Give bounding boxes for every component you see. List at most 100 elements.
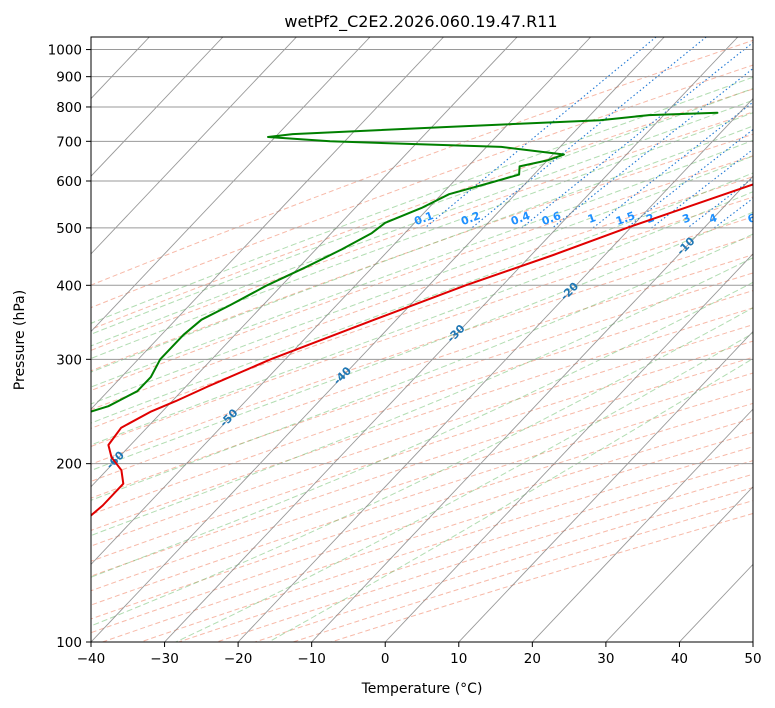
dry-adiabat-line — [91, 372, 753, 592]
isotherm-line — [91, 37, 592, 566]
moist-adiabats — [91, 76, 753, 642]
mixing-ratio-label: 0.4 — [509, 209, 532, 228]
moist-adiabat-line — [91, 87, 753, 335]
moist-adiabat-line — [91, 211, 753, 472]
dry-adiabat-line — [91, 155, 753, 392]
mixing-ratio-line — [687, 177, 753, 229]
mixing-ratio-label: 2 — [644, 211, 656, 226]
dry-adiabat-line — [91, 39, 753, 286]
isotherm-line — [752, 641, 753, 642]
x-tick-label: 0 — [381, 651, 390, 667]
isotherm-line — [91, 37, 665, 642]
y-tick-label: 300 — [56, 352, 82, 368]
moist-adiabat-line — [91, 307, 753, 627]
x-tick-label: −20 — [224, 651, 253, 667]
dry-adiabat-line — [91, 133, 753, 372]
dry-adiabat-line — [91, 196, 753, 429]
isotherm-line — [532, 408, 753, 642]
mixing-ratio-label: 0.2 — [459, 209, 482, 228]
mixing-ratio-label: 3 — [681, 211, 693, 226]
dry-adiabats — [91, 39, 753, 642]
isotherm-label: -70 — [0, 491, 14, 514]
dry-adiabat-line — [91, 235, 753, 465]
x-axis-label: Temperature (°C) — [361, 681, 483, 697]
x-tick-label: −30 — [150, 651, 179, 667]
plot-area: 0.10.20.40.611.52346810131620253036-100-… — [0, 37, 758, 642]
y-tick-label: 800 — [56, 100, 82, 116]
isotherm-line — [679, 563, 753, 642]
dry-adiabat-line — [91, 254, 753, 482]
dewpoint-profile-line — [91, 111, 719, 413]
isotherm-line — [384, 253, 753, 642]
y-tick-label: 900 — [56, 70, 82, 86]
y-axis-ticks: 100 200 300 400 500 600 700 800 900 1000 — [48, 43, 91, 651]
isotherm-line — [91, 37, 297, 255]
dry-adiabat-line — [91, 176, 753, 411]
moist-adiabat-line — [91, 257, 753, 537]
moist-adiabat-line — [91, 139, 753, 388]
dry-adiabat-line — [91, 64, 753, 309]
dry-adiabat-line — [91, 216, 753, 448]
x-tick-label: −40 — [77, 651, 106, 667]
isobars — [91, 49, 753, 642]
mixing-ratio-line — [752, 227, 753, 229]
dry-adiabat-line — [91, 88, 753, 330]
isotherm-line — [605, 486, 753, 642]
isotherm-line — [91, 37, 518, 488]
y-tick-label: 200 — [56, 457, 82, 473]
isotherm-line — [91, 37, 224, 177]
x-tick-label: 20 — [524, 651, 541, 667]
y-tick-label: 1000 — [48, 43, 82, 59]
y-tick-label: 500 — [56, 221, 82, 237]
dry-adiabat-line — [91, 340, 753, 562]
y-axis-label: Pressure (hPa) — [12, 290, 28, 390]
isotherms — [0, 37, 753, 642]
isotherm-line — [458, 330, 753, 642]
moist-adiabat-line — [91, 76, 753, 324]
dry-adiabat-line — [91, 387, 753, 606]
plot-frame — [90, 36, 754, 643]
isotherm-line — [91, 37, 444, 410]
moist-adiabat-line — [91, 281, 753, 578]
isotherm-line — [237, 97, 753, 642]
mixing-ratio-label: 1.5 — [614, 209, 637, 228]
mixing-ratio-label: 6 — [746, 211, 758, 226]
mixing-ratio-label: 1 — [586, 211, 598, 226]
dry-adiabat-line — [91, 356, 753, 577]
dry-adiabat-line — [91, 111, 753, 351]
moist-adiabat-line — [91, 191, 753, 446]
mixing-ratio-line — [424, 37, 657, 229]
x-tick-label: −10 — [297, 651, 326, 667]
mixing-ratio-label: 4 — [707, 211, 719, 226]
y-tick-label: 400 — [56, 278, 82, 294]
moist-adiabat-line — [91, 172, 753, 424]
mixing-ratio-line — [471, 37, 707, 229]
moist-adiabat-line — [91, 99, 753, 347]
moist-adiabat-line — [91, 155, 753, 405]
dry-adiabat-line — [91, 324, 753, 547]
mixing-ratio-line — [651, 148, 753, 229]
moist-adiabat-line — [91, 112, 753, 359]
isotherm-line — [0, 37, 2, 642]
data-series — [91, 111, 753, 517]
mixing-ratio-label: 0.1 — [412, 209, 435, 228]
temperature-profile-line — [91, 183, 753, 517]
x-tick-label: 10 — [450, 651, 467, 667]
mixing-ratio-label: 0.6 — [540, 209, 563, 228]
x-tick-label: 30 — [597, 651, 614, 667]
background-line-labels: 0.10.20.40.611.52346810131620253036-100-… — [0, 209, 758, 514]
chart-title: wetPf2_C2E2.2026.060.19.47.R11 — [284, 12, 557, 32]
dry-adiabat-line — [91, 272, 753, 499]
y-tick-label: 700 — [56, 134, 82, 150]
mixing-ratio-line — [626, 128, 753, 229]
dry-adiabat-line — [254, 487, 753, 642]
y-tick-label: 600 — [56, 174, 82, 190]
moist-adiabat-line — [268, 357, 753, 642]
dry-adiabat-line — [292, 500, 753, 642]
dry-adiabat-line — [91, 290, 753, 516]
x-axis-ticks: −40 −30 −20 −10 0 10 20 30 40 50 — [77, 642, 762, 667]
isotherm-line — [311, 175, 753, 642]
x-tick-label: 50 — [744, 651, 761, 667]
dry-adiabat-line — [91, 307, 753, 531]
